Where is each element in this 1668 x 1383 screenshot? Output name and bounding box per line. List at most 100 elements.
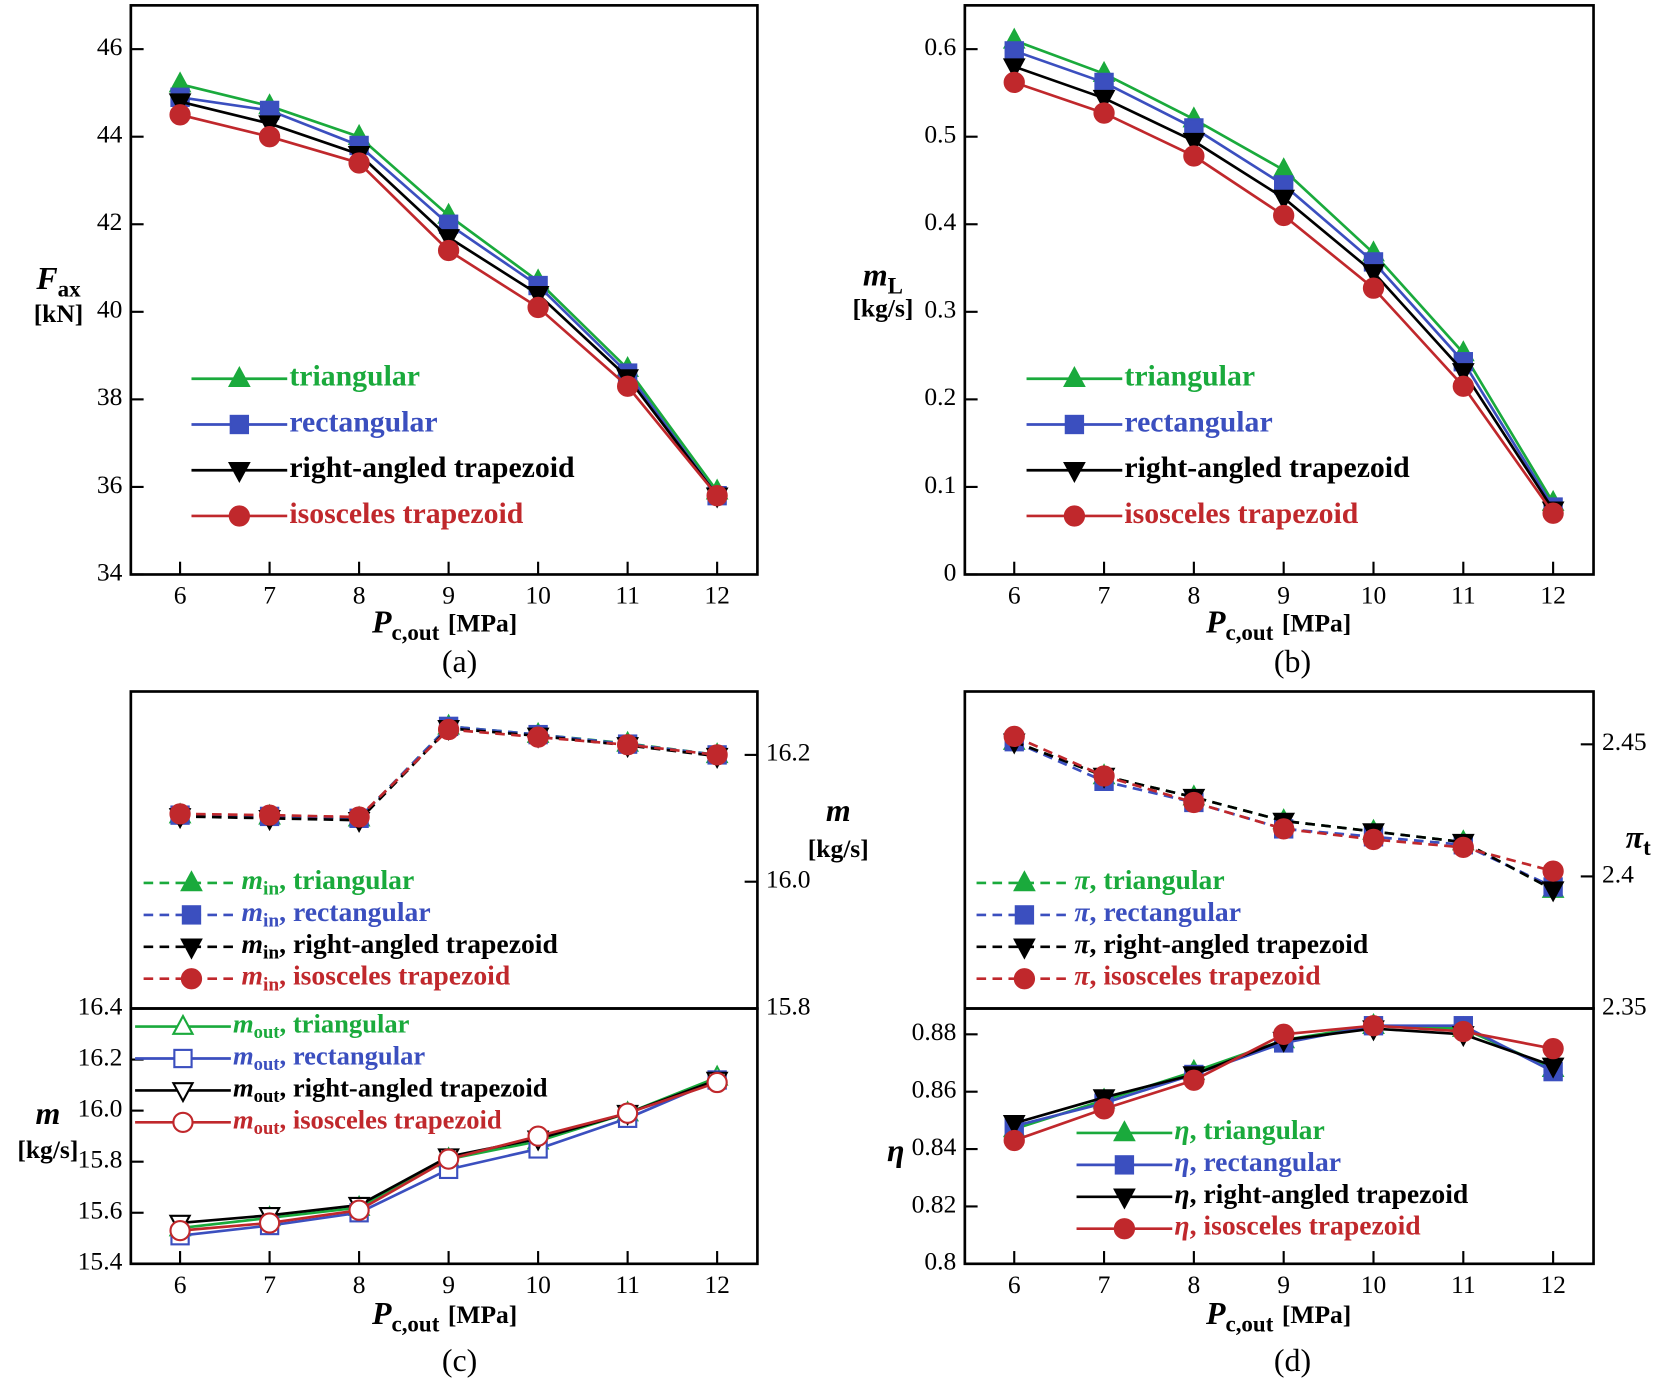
y-tick-label: 42 [97,207,123,236]
y-tick-label: 16.2 [78,1042,123,1071]
legend-separator: , [1190,1146,1197,1177]
marker [1183,145,1205,167]
legend-symbol: m [241,928,263,959]
label-symbol: m [35,1096,60,1131]
marker [437,239,460,262]
marker [180,968,203,990]
legend-separator: , [279,896,286,927]
legend-symbol: m [241,960,263,991]
y-tick-label: 0.84 [912,1132,957,1161]
legend-name: isosceles trapezoid [1103,960,1321,991]
marker [180,938,203,960]
marker [1013,968,1036,990]
label-symbol: P [1205,1296,1226,1331]
marker [706,1071,728,1094]
label-symbol: m [826,793,851,828]
y-axis-unit: [kg/s] [17,1135,78,1164]
y-axis-label: m [826,793,851,828]
x-tick-label: 12 [1540,1270,1566,1299]
x-tick-label: 12 [704,581,730,610]
marker [228,505,250,527]
legend-subscript: in [263,975,279,996]
y-tick-label: 36 [97,470,123,499]
legend-name: rectangular [1103,896,1241,927]
marker [1182,132,1206,154]
marker [616,734,639,756]
plot-frame [129,1007,759,1266]
marker [1273,1023,1295,1045]
legend-subscript: in [263,911,279,932]
marker [1362,828,1385,851]
legend-label: η, rectangular [1174,1146,1341,1177]
x-axis-label: Pc,out [MPa] [1205,605,1351,646]
x-tick-label: 6 [174,1270,187,1299]
marker [173,1048,193,1069]
legend-separator: , [1090,960,1097,991]
label-subscript: c,out [1226,1312,1274,1337]
y-tick-label: 15.6 [78,1196,123,1225]
label-symbol: F [35,261,57,296]
marker [348,806,370,828]
legend-symbol: m [241,864,263,895]
label-subscript: t [1643,835,1651,860]
legend-subscript: out [254,1022,281,1043]
panel-caption: (b) [1274,644,1311,679]
legend-name: right-angled trapezoid [289,451,575,484]
x-tick-label: 6 [1008,581,1021,610]
label-subscript: L [888,274,903,299]
y-tick-label: 46 [97,32,123,61]
x-axis-label: Pc,out [MPa] [1205,1296,1351,1337]
y-axis-label: Fax [35,261,81,302]
series-line [1013,81,1555,514]
panel-caption: (d) [1274,1343,1311,1378]
marker [1063,365,1086,387]
label-symbol: P [371,1296,392,1331]
legend-label: η, isosceles trapezoid [1174,1210,1421,1241]
legend-label: π, right-angled trapezoid [1074,928,1368,959]
y-tick-label: 34 [97,557,123,586]
legend-label: isosceles trapezoid [1124,497,1358,530]
x-tick-label: 11 [1451,581,1476,610]
y-tick-label: 16.4 [78,991,123,1020]
y-axis-label: η [887,1134,905,1169]
label-symbol: P [371,605,392,640]
marker [1093,765,1115,787]
legend-label: mout, isosceles trapezoid [233,1104,502,1139]
plot-frame [963,4,1595,576]
x-tick-label: 12 [1540,581,1566,610]
legend-label: min, rectangular [241,896,430,932]
marker [1542,860,1564,882]
legend-separator: , [1090,896,1097,927]
y-tick-label: 0.88 [912,1017,957,1046]
label-symbol: P [1205,605,1226,640]
x-tick-label: 6 [1008,1270,1021,1299]
legend-separator: , [1190,1178,1197,1209]
marker [169,104,191,126]
legend-label: π, triangular [1074,864,1224,895]
marker [1183,1069,1205,1091]
marker [229,414,250,435]
legend-name: rectangular [293,1041,426,1071]
panel: 15.4 15.6 15.8 16.0 16.2 16.4 6 7 8 9 10 11 12 Pc,out… [17,991,759,1378]
legend-separator: , [280,1104,287,1134]
series-line [1013,49,1555,508]
marker [1003,71,1025,94]
marker [1542,1038,1564,1060]
legend-subscript: in [263,879,279,900]
legend-name: isosceles trapezoid [1124,497,1358,530]
marker [171,1082,195,1104]
marker [1541,881,1565,903]
marker [1542,502,1564,524]
y-tick-label: 0.6 [924,32,956,61]
y-tick-label: 15.8 [766,991,811,1020]
x-tick-label: 9 [1277,581,1290,610]
marker [1114,1155,1135,1175]
y-tick-label: 15.8 [78,1145,123,1174]
marker [1273,818,1295,840]
panel-caption: (c) [442,1343,477,1378]
legend-name: triangular [1124,360,1255,393]
marker [437,718,460,741]
label-unit: [MPa] [1282,1300,1351,1329]
x-tick-label: 9 [1277,1270,1290,1299]
